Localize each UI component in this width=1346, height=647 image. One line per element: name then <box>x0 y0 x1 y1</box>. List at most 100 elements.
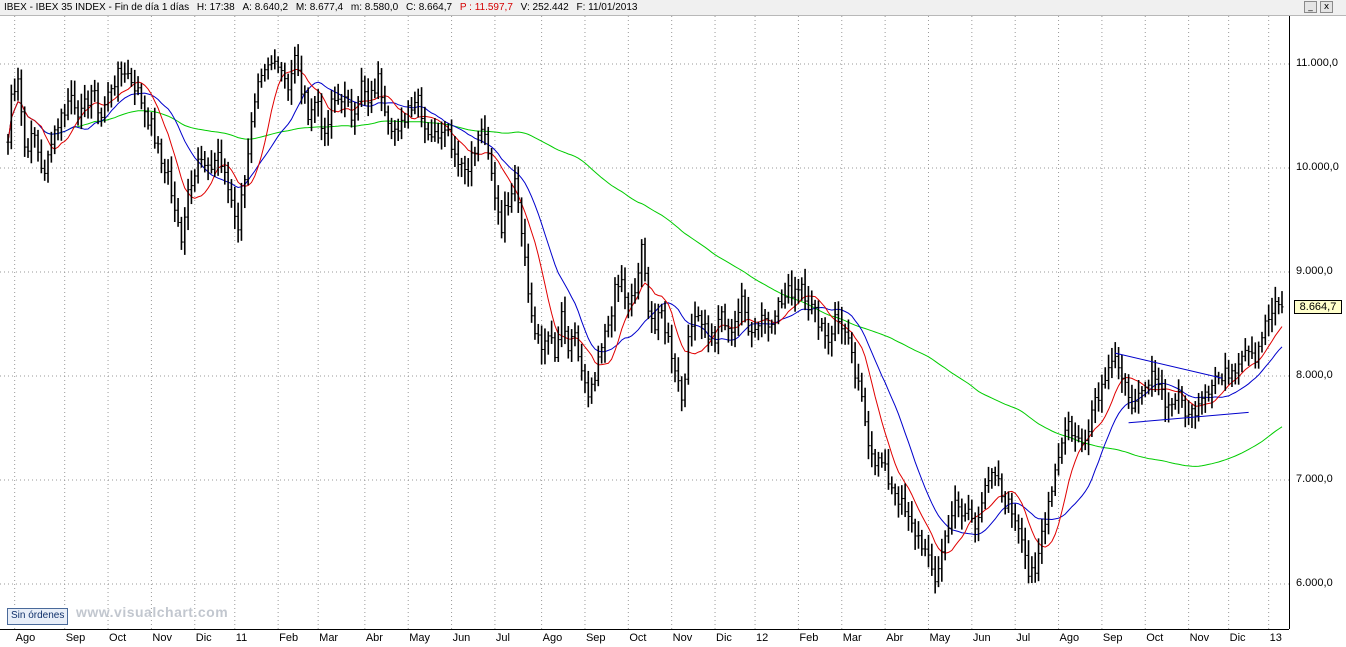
close-label: C: 8.664,7 <box>405 2 453 13</box>
price-bar-338 <box>1133 388 1137 413</box>
price-bar-367 <box>1230 363 1234 388</box>
price-bar-165 <box>556 326 560 362</box>
price-bar-127 <box>429 119 434 143</box>
price-bar-213 <box>716 305 720 355</box>
price-bar-61 <box>209 150 214 174</box>
price-bar-259 <box>870 431 874 468</box>
orders-button[interactable]: Sin órdenes <box>7 608 69 625</box>
price-bar-30 <box>106 82 110 112</box>
price-bar-278 <box>933 556 937 594</box>
price-bar-156 <box>526 243 530 303</box>
price-bar-329 <box>1103 367 1107 389</box>
price-bar-46 <box>159 138 164 174</box>
price-bar-42 <box>146 107 150 130</box>
price-bar-375 <box>1257 341 1261 369</box>
price-bar-301 <box>1010 492 1014 528</box>
horizontal-gridlines <box>0 63 1289 585</box>
price-bar-381 <box>1277 297 1281 315</box>
price-bar-215 <box>723 303 727 331</box>
close-button[interactable]: x <box>1320 1 1333 13</box>
price-bar-370 <box>1240 350 1244 373</box>
x-tick-label-2: Oct <box>109 632 127 644</box>
price-bar-272 <box>913 518 917 550</box>
price-bar-210 <box>706 315 710 353</box>
price-bar-184 <box>620 265 624 293</box>
price-bar-293 <box>983 478 987 510</box>
price-bar-266 <box>893 483 897 506</box>
x-tick-label-12: Ago <box>542 632 563 644</box>
price-bar-232 <box>780 289 784 309</box>
price-chart[interactable] <box>0 16 1289 629</box>
price-bar-118 <box>399 107 404 140</box>
price-bar-193 <box>650 301 654 334</box>
price-bar-6 <box>26 138 30 158</box>
price-bar-99 <box>336 83 340 105</box>
price-bar-212 <box>713 326 717 353</box>
price-bar-254 <box>853 342 857 389</box>
x-tick-label-11: Jul <box>495 632 510 644</box>
price-bar-102 <box>346 89 350 107</box>
price-bar-257 <box>863 387 867 427</box>
x-tick-label-3: Nov <box>152 632 172 644</box>
price-bar-69 <box>236 202 240 243</box>
volume-label: V: 252.442 <box>520 2 569 13</box>
price-bar-358 <box>1200 391 1204 415</box>
price-bar-197 <box>663 301 667 345</box>
price-bar-126 <box>426 122 430 141</box>
price-bar-131 <box>443 120 447 148</box>
price-bar-242 <box>813 299 817 323</box>
price-bar-286 <box>960 498 964 530</box>
price-bar-320 <box>1073 422 1077 452</box>
price-bar-371 <box>1243 338 1247 362</box>
price-bar-251 <box>843 323 847 345</box>
price-bar-153 <box>516 166 520 213</box>
price-bar-220 <box>740 282 744 326</box>
price-bar-50 <box>173 181 177 222</box>
price-bars <box>6 44 1284 594</box>
price-bar-239 <box>803 268 807 311</box>
price-bar-133 <box>449 119 454 159</box>
y-tick-label-5: 6.000,0 <box>1296 577 1333 589</box>
price-bar-240 <box>806 286 811 321</box>
price-bar-12 <box>46 150 50 183</box>
price-bar-39 <box>136 76 140 96</box>
price-bar-326 <box>1093 388 1097 424</box>
price-bar-88 <box>299 55 304 105</box>
price-bar-372 <box>1247 345 1251 366</box>
price-bar-81 <box>276 56 280 74</box>
price-bar-373 <box>1250 336 1254 359</box>
x-tick-label-1: Sep <box>65 632 86 644</box>
price-bar-377 <box>1263 314 1267 346</box>
price-bar-43 <box>149 112 154 136</box>
price-bar-234 <box>786 273 791 304</box>
moving-average-short <box>7 69 1283 554</box>
price-bar-217 <box>730 318 734 346</box>
price-bar-37 <box>129 67 133 87</box>
price-bar-145 <box>489 148 494 181</box>
price-bar-195 <box>656 303 660 341</box>
price-bar-223 <box>750 321 754 348</box>
x-tick-label-7: Mar <box>319 632 339 644</box>
price-bar-146 <box>493 161 497 211</box>
price-bar-342 <box>1146 379 1151 395</box>
minimize-button[interactable]: _ <box>1304 1 1317 13</box>
price-bar-129 <box>436 122 440 144</box>
price-bar-207 <box>696 306 700 322</box>
price-bar-109 <box>369 80 374 114</box>
price-bar-204 <box>686 324 690 385</box>
price-bar-214 <box>720 306 724 333</box>
price-bar-192 <box>646 266 650 320</box>
price-bar-247 <box>830 325 834 357</box>
price-bar-348 <box>1167 392 1171 423</box>
price-bar-255 <box>856 363 861 391</box>
price-bar-106 <box>359 67 364 108</box>
price-bar-33 <box>116 61 120 102</box>
price-bar-231 <box>776 297 781 325</box>
price-bar-206 <box>693 301 697 341</box>
price-bar-315 <box>1056 443 1061 476</box>
price-bar-128 <box>433 118 437 142</box>
price-bar-196 <box>660 303 664 319</box>
price-bar-149 <box>503 191 507 243</box>
price-bar-285 <box>956 491 961 518</box>
price-bar-333 <box>1116 347 1121 380</box>
